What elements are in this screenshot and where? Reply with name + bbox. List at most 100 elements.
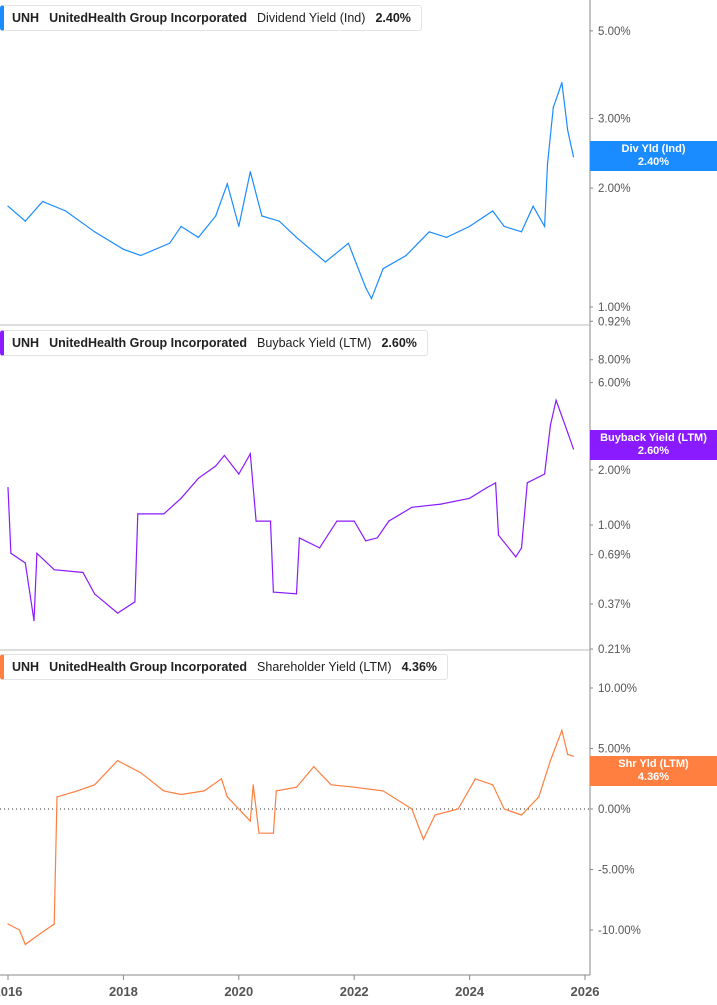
y-tick-label: 0.37% [598, 599, 631, 611]
data-point [226, 796, 228, 798]
data-point [42, 200, 44, 203]
data-point [249, 453, 251, 455]
data-point [56, 796, 58, 798]
data-point [76, 790, 78, 792]
legend-dividend-yield: UNH UnitedHealth Group Incorporated Divi… [0, 5, 422, 31]
data-point [180, 793, 182, 796]
data-point [180, 497, 182, 499]
y-tick-label: 6.00% [598, 378, 631, 390]
badge-value: 4.36% [637, 771, 670, 783]
data-point [405, 254, 407, 257]
data-point [215, 215, 217, 217]
data-point [567, 431, 569, 434]
data-point [347, 242, 350, 244]
data-point [295, 236, 298, 239]
data-point [492, 784, 494, 786]
legend-value: 2.60% [381, 336, 417, 350]
data-point [370, 298, 373, 300]
data-point [549, 424, 551, 427]
data-point [520, 231, 523, 233]
badge-dividend-yield: Div Yld (Ind) 2.40% [590, 141, 717, 171]
data-point [298, 537, 300, 539]
data-point [561, 81, 563, 84]
data-point [572, 156, 575, 158]
x-tick-label: 2026 [571, 984, 600, 999]
data-point [353, 520, 355, 522]
data-point [197, 477, 200, 479]
data-point [33, 620, 35, 622]
data-point [7, 487, 9, 489]
data-point [382, 268, 384, 270]
data-point [336, 520, 338, 522]
y-tick-label: 0.92% [598, 316, 631, 328]
data-point [486, 487, 488, 489]
data-point [163, 790, 165, 792]
data-point [411, 808, 413, 810]
x-tick-label: 2016 [0, 984, 22, 999]
data-point [255, 520, 257, 522]
data-point [137, 513, 139, 515]
data-point [520, 547, 523, 549]
data-point [7, 205, 9, 207]
data-point [526, 482, 528, 484]
data-point [197, 236, 200, 239]
data-point [313, 766, 315, 768]
data-point [117, 760, 119, 762]
badge-buyback-yield: Buyback Yield (LTM) 2.60% [590, 430, 717, 460]
data-point [93, 593, 96, 595]
data-point [7, 923, 9, 925]
data-point [122, 248, 124, 250]
data-point [18, 929, 21, 931]
badge-label: Buyback Yield (LTM) [600, 432, 707, 444]
x-tick-label: 2018 [109, 984, 138, 999]
data-point [388, 520, 390, 522]
data-point [140, 254, 142, 257]
legend-metric: Buyback Yield (LTM) [257, 336, 372, 350]
legend-company: UnitedHealth Group Incorporated [49, 11, 248, 25]
data-point [538, 796, 540, 798]
data-point [10, 552, 12, 554]
data-point [223, 454, 225, 457]
data-point [295, 593, 298, 595]
data-point [457, 808, 459, 810]
legend-ticker: UNH [12, 11, 40, 25]
data-point [272, 591, 275, 593]
data-point [561, 729, 563, 731]
data-point [269, 520, 272, 522]
data-point [434, 814, 436, 816]
data-point [249, 171, 251, 173]
series-line-0 [7, 82, 575, 301]
legend-metric: Shareholder Yield (LTM) [257, 660, 392, 674]
data-point [24, 562, 26, 564]
data-point [567, 753, 569, 756]
data-point [117, 612, 119, 614]
data-point [549, 760, 551, 762]
data-point [330, 784, 332, 786]
data-point [365, 286, 367, 289]
data-point [544, 473, 546, 475]
data-point [546, 163, 549, 165]
badge-shareholder-yield: Shr Yld (LTM) 4.36% [590, 756, 717, 786]
data-point [238, 473, 240, 475]
legend-value: 4.36% [401, 660, 438, 674]
data-point [494, 482, 497, 484]
legend-company: UnitedHealth Group Incorporated [49, 336, 248, 350]
data-point [544, 225, 546, 227]
legend-metric: Dividend Yield (Ind) [257, 11, 366, 25]
data-point [376, 537, 378, 539]
data-point [318, 547, 321, 549]
data-point [24, 943, 26, 946]
data-point [382, 790, 384, 792]
data-point [469, 225, 471, 227]
data-point [365, 540, 367, 542]
data-point [93, 784, 96, 786]
data-point [552, 106, 554, 109]
y-tick-label: 2.00% [598, 465, 631, 477]
data-point [353, 786, 355, 788]
data-point [555, 399, 557, 401]
y-tick-label: 0.00% [598, 804, 631, 816]
y-tick-label: 1.00% [598, 302, 631, 314]
data-point [203, 790, 205, 792]
data-point [238, 225, 240, 227]
